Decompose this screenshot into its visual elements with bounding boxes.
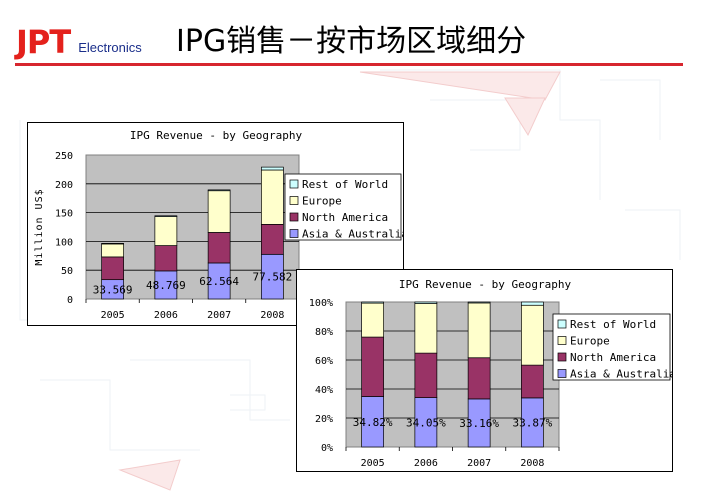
legend-label: North America [302,211,388,224]
data-label: 33.16% [459,417,499,430]
y-tick-label: 100 [55,237,73,248]
data-label: 48.769 [146,279,186,292]
data-label: 34.82% [353,416,393,429]
y-tick-label: 0% [321,443,333,454]
page-title: IPG销售－按市场区域细分 [176,24,527,59]
legend-box [552,313,671,381]
legend-swatch [557,369,567,378]
bar-segment-north-america-2006 [414,352,438,398]
bar-segment-rest-of-world-2006 [414,301,438,304]
y-tick-label: 80% [315,327,333,338]
bar-segment-rest-of-world-2007 [207,189,231,192]
x-tick-label: 2006 [154,310,178,321]
x-tick-label: 2008 [260,310,284,321]
legend-swatch [557,352,567,362]
x-tick-label: 2006 [414,458,438,469]
bar-segment-north-america-2005 [101,256,124,281]
bar-segment-rest-of-world-2005 [101,243,124,245]
bar-segment-rest-of-world-2006 [154,215,178,217]
y-tick-label: 50 [61,266,73,277]
legend-label: Asia & Australia [302,228,403,241]
bar-segment-north-america-2005 [361,336,384,397]
legend-label: North America [570,351,656,364]
y-tick-label: 20% [315,414,333,425]
bar-segment-europe-2007 [467,302,491,359]
x-tick-label: 2005 [361,458,385,469]
chart-percent-svg: IPG Revenue - by Geography 0% 20% 40% 60% 80%… [309,278,672,469]
bar-segment-europe-2006 [154,216,178,246]
y-tick-label: 0 [67,295,73,306]
bar-segment-rest-of-world-2008 [521,301,544,306]
title-divider [15,63,683,66]
x-tick-label: 2007 [467,458,491,469]
y-tick-label: 40% [315,385,333,396]
logo-text: JPT [16,23,71,61]
y-axis-label: Million US$ [34,188,45,265]
chart-title: IPG Revenue - by Geography [130,129,303,142]
chart-absolute-svg: IPG Revenue - by Geography 0 50 100 150 200 25… [34,129,403,321]
legend-box [284,173,402,241]
bar-segment-rest-of-world-2007 [467,301,491,304]
bar-segment-rest-of-world-2008 [261,166,284,171]
legend-swatch [289,179,299,189]
legend-swatch [557,319,567,329]
legend-label: Asia & Australia [570,368,672,381]
bar-segment-europe-2008 [521,304,544,366]
bar-segment-europe-2005 [101,243,124,258]
revenue-chart-percent: IPG Revenue - by Geography 0% 20% 40% 60% 80%… [296,269,673,472]
data-label: 77.582 [253,271,293,284]
bar-segment-europe-2007 [207,190,231,233]
logo-subtext: Electronics [78,40,142,55]
y-tick-label: 100% [309,298,333,309]
legend-swatch [289,212,299,222]
y-tick-label: 200 [55,180,73,191]
bar-segment-rest-of-world-2005 [361,301,384,304]
bar-segment-europe-2005 [361,302,384,338]
bar-segment-europe-2006 [414,303,438,354]
legend-swatch [557,336,567,345]
legend-swatch [289,229,299,238]
data-label: 33.87% [513,416,553,429]
legend-label: Rest of World [302,178,388,191]
company-logo: JPT Electronics [16,26,142,58]
bar-segment-europe-2008 [261,169,284,225]
data-label: 33.569 [93,283,133,296]
bar-segment-north-america-2007 [207,232,231,264]
x-tick-label: 2007 [207,310,231,321]
legend-label: Europe [302,195,342,208]
bar-segment-north-america-2006 [154,245,178,272]
bar-segment-north-america-2007 [467,357,491,400]
legend-label: Rest of World [570,318,656,331]
legend-label: Europe [570,335,610,348]
data-label: 62.564 [199,275,239,288]
chart-title: IPG Revenue - by Geography [399,278,572,291]
legend-swatch [289,196,299,205]
bar-segment-north-america-2008 [521,364,544,399]
x-tick-label: 2005 [101,310,125,321]
y-tick-label: 60% [315,356,333,367]
y-tick-label: 150 [55,209,73,220]
y-tick-label: 250 [55,151,73,162]
x-tick-label: 2008 [520,458,544,469]
data-label: 34.05% [406,416,446,429]
bar-segment-north-america-2008 [261,224,284,255]
